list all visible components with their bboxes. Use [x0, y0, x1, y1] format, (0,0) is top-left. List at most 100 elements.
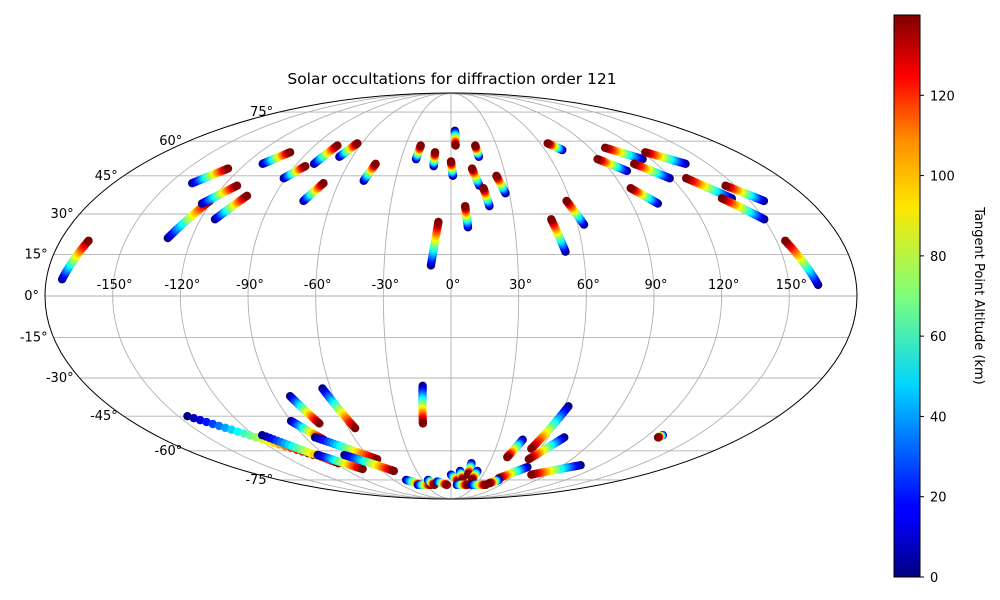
occultation-track — [492, 171, 510, 198]
occultation-track — [593, 154, 632, 176]
occultation-point — [492, 171, 501, 181]
lon-tick-label: 0° — [446, 278, 461, 293]
occultation-point — [451, 141, 460, 150]
occultation-point — [242, 191, 252, 201]
occultation-point — [641, 148, 650, 157]
occultation-track — [547, 215, 570, 256]
occultation-point — [353, 139, 362, 148]
occultation-track — [57, 236, 93, 284]
occultation-point — [467, 164, 477, 173]
occultation-track — [467, 164, 484, 190]
occultation-point — [527, 444, 536, 453]
lon-tick-label: 30° — [509, 278, 532, 293]
occultation-track — [543, 139, 567, 155]
occultation-track — [309, 141, 342, 169]
occultation-track — [285, 391, 324, 428]
occultation-point — [389, 466, 399, 476]
occultation-track — [467, 466, 482, 485]
occultation-tracks — [57, 126, 823, 490]
lat-tick-label: 45° — [95, 169, 118, 184]
occultation-track — [433, 477, 452, 490]
occultation-point — [84, 236, 93, 245]
occultation-point — [350, 423, 360, 433]
occultation-track — [279, 161, 310, 183]
lon-tick-label: -120° — [164, 278, 200, 293]
occultation-point — [434, 217, 443, 227]
occultation-track — [426, 217, 443, 270]
lon-tick-label: -60° — [304, 278, 332, 293]
occultation-point — [547, 215, 556, 224]
colorbar-tick-label: 80 — [930, 250, 947, 265]
lat-tick-label: 15° — [25, 247, 48, 262]
occultation-track — [258, 148, 295, 169]
lon-tick-label: 120° — [708, 278, 739, 293]
occultation-point — [183, 411, 192, 421]
lon-tick-label: -30° — [371, 278, 399, 293]
occultation-point — [681, 174, 691, 183]
lat-tick-label: -45° — [90, 409, 118, 424]
occultation-point — [195, 415, 205, 425]
occultation-track — [418, 381, 428, 428]
occultation-point — [593, 154, 602, 164]
occultation-point — [460, 201, 470, 211]
occultation-track — [653, 430, 668, 442]
colorbar-tick-label: 120 — [930, 89, 955, 104]
lon-tick-label: -90° — [236, 278, 264, 293]
occultation-point — [626, 184, 635, 193]
occultation-track — [313, 450, 367, 474]
occultation-point — [416, 141, 425, 150]
occultation-track — [485, 475, 503, 488]
occultation-track — [600, 143, 647, 164]
occultation-point — [524, 454, 534, 464]
occultation-track — [524, 433, 569, 464]
occultation-point — [543, 139, 552, 148]
occultation-point — [485, 479, 494, 488]
occultation-point — [202, 417, 211, 427]
occultation-track — [188, 164, 233, 188]
occultation-point — [189, 413, 199, 423]
occultation-track — [310, 433, 382, 464]
occultation-point — [653, 433, 663, 442]
occultation-point — [442, 480, 452, 490]
occultation-point — [721, 181, 730, 190]
colorbar-tick-label: 20 — [930, 491, 947, 506]
colorbar-label: Tangent Point Altitude (km) — [971, 206, 986, 384]
occultation-point — [562, 196, 571, 206]
occultation-track — [629, 159, 674, 183]
occultation-point — [315, 419, 324, 428]
occultation-track — [503, 435, 527, 462]
occultation-track — [335, 139, 362, 162]
occultation-point — [781, 236, 790, 245]
occultation-track — [717, 194, 769, 224]
occultation-point — [333, 141, 342, 150]
lat-tick-label: 30° — [51, 207, 74, 222]
occultation-track — [450, 126, 460, 150]
occultation-track — [562, 196, 589, 229]
colorbar-tick-label: 40 — [930, 410, 947, 425]
occultation-point — [479, 184, 488, 193]
lat-tick-label: -60° — [155, 444, 183, 459]
colorbar-tick-label: 0 — [930, 571, 938, 586]
lon-tick-label: 90° — [644, 278, 667, 293]
occultation-track — [411, 141, 425, 164]
occultation-track — [210, 191, 252, 224]
lon-tick-label: 150° — [776, 278, 807, 293]
occultation-track — [527, 461, 585, 479]
map-boundary — [44, 92, 858, 500]
occultation-point — [600, 143, 610, 152]
occultation-point — [418, 419, 428, 428]
occultation-track — [340, 450, 399, 476]
occultation-track — [626, 184, 663, 208]
lat-tick-label: -75° — [245, 473, 273, 488]
occultation-point — [527, 470, 536, 479]
occultation-track — [527, 402, 573, 453]
occultation-track — [460, 201, 473, 232]
colorbar-ticks: 0 20 40 60 80 100 120 — [920, 89, 955, 586]
occultation-point — [629, 159, 639, 169]
occultation-track — [471, 141, 484, 162]
graticule — [45, 92, 857, 500]
lat-tick-label: -15° — [20, 331, 48, 346]
occultation-track — [429, 148, 440, 171]
occultation-point — [503, 452, 512, 462]
